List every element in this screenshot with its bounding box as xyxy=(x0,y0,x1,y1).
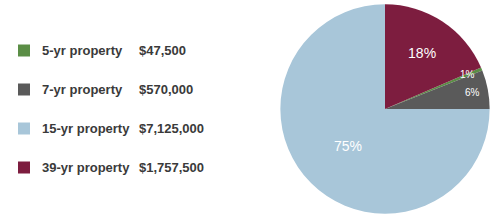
svg-text:$1,757,500: $1,757,500 xyxy=(139,160,204,175)
svg-text:7-yr property: 7-yr property xyxy=(42,82,123,97)
svg-text:$7,125,000: $7,125,000 xyxy=(139,121,204,136)
svg-text:1%: 1% xyxy=(460,69,475,80)
svg-text:18%: 18% xyxy=(408,45,436,61)
svg-text:$47,500: $47,500 xyxy=(139,43,186,58)
svg-text:6%: 6% xyxy=(465,87,480,98)
svg-text:5-yr property: 5-yr property xyxy=(42,43,123,58)
svg-text:$570,000: $570,000 xyxy=(139,82,193,97)
svg-text:39-yr property: 39-yr property xyxy=(42,160,130,175)
svg-text:75%: 75% xyxy=(334,138,362,154)
svg-text:15-yr property: 15-yr property xyxy=(42,121,130,136)
